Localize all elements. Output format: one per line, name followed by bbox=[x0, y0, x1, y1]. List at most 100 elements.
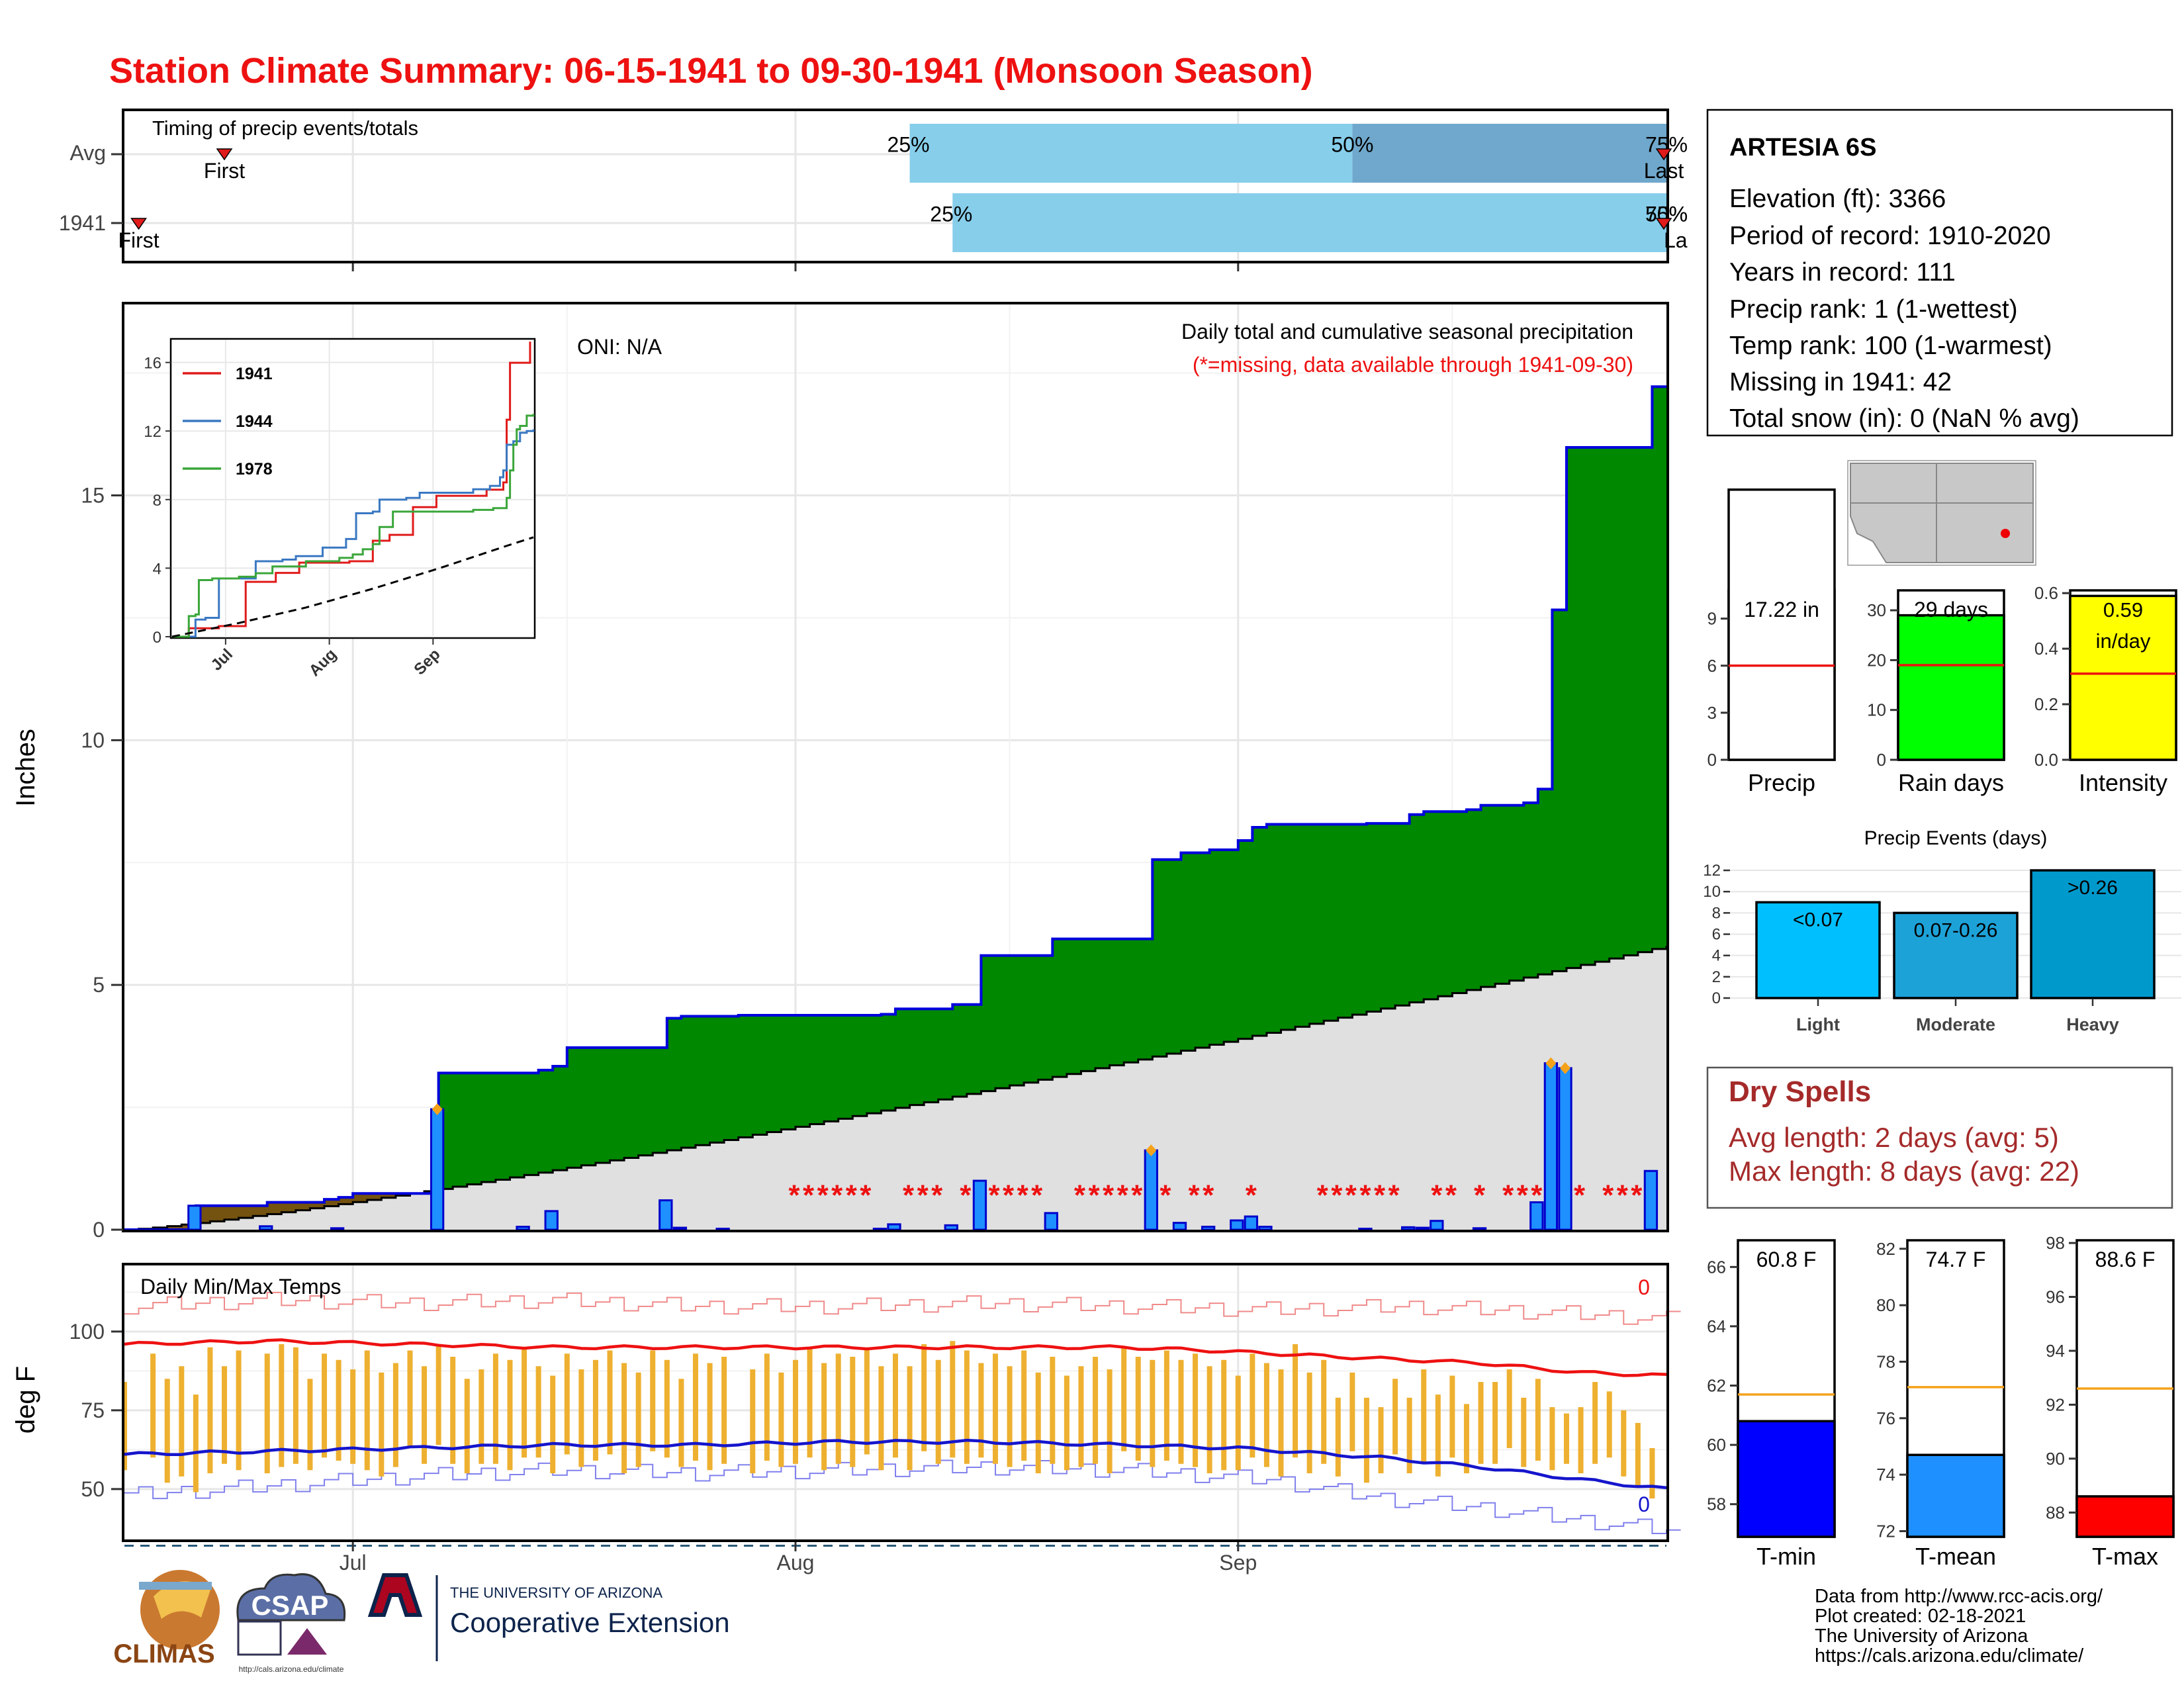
missing-day-marker: * bbox=[1088, 1179, 1100, 1212]
station-line: Elevation (ft): 3366 bbox=[1729, 185, 1946, 213]
events-bar-label: >0.26 bbox=[2068, 877, 2118, 899]
daily-temp-range-bar bbox=[392, 1363, 398, 1467]
page-title: Station Climate Summary: 06-15-1941 to 0… bbox=[109, 51, 1313, 91]
events-y-tick-label: 4 bbox=[1712, 947, 1721, 965]
daily-precip-bar bbox=[430, 1108, 445, 1231]
daily-precip-bar bbox=[1558, 1067, 1572, 1231]
timing-row-label-year: 1941 bbox=[59, 211, 106, 235]
missing-day-marker: * bbox=[817, 1179, 829, 1212]
missing-day-marker: * bbox=[831, 1179, 843, 1212]
metric-title: Rain days bbox=[1898, 769, 2004, 796]
daily-precip-bar bbox=[1415, 1226, 1430, 1231]
daily-temp-range-bar bbox=[750, 1369, 756, 1474]
daily-precip-bar bbox=[1400, 1226, 1416, 1231]
daily-temp-range-bar bbox=[492, 1353, 498, 1464]
metric-tick-label: 64 bbox=[1707, 1316, 1726, 1336]
inset-y-tick-label: 12 bbox=[144, 423, 161, 441]
daily-precip-bar bbox=[1144, 1149, 1159, 1231]
station-line: Years in record: 111 bbox=[1729, 258, 1956, 287]
metric-tick-label: 74 bbox=[1876, 1465, 1895, 1485]
daily-precip-bar bbox=[672, 1226, 688, 1231]
metric-tick-label: 92 bbox=[2046, 1394, 2065, 1414]
daily-precip-bar bbox=[1244, 1215, 1259, 1231]
station-info-box: ARTESIA 6S Elevation (ft): 3366 Period o… bbox=[1706, 109, 2173, 437]
daily-temp-range-bar bbox=[1406, 1397, 1412, 1474]
events-category-label: Light bbox=[1796, 1015, 1840, 1034]
metric-tick-label: 60 bbox=[1707, 1435, 1726, 1455]
missing-day-marker: * bbox=[1617, 1179, 1629, 1212]
daily-temp-range-bar bbox=[507, 1359, 513, 1471]
daily-temp-range-bar bbox=[407, 1350, 413, 1448]
daily-temp-range-bar bbox=[835, 1353, 841, 1464]
credit-line: https://cals.arizona.edu/climate/ bbox=[1815, 1645, 2084, 1667]
university-of-arizona-logo: THE UNIVERSITY OF ARIZONA Cooperative Ex… bbox=[367, 1573, 730, 1661]
metric-tick-label: 0.2 bbox=[2034, 694, 2058, 714]
timing-first-marker bbox=[130, 218, 147, 230]
timing-first-marker bbox=[216, 148, 233, 161]
missing-day-marker: * bbox=[788, 1179, 800, 1212]
timing-bar-25-50 bbox=[909, 124, 1353, 183]
daily-temp-range-bar bbox=[1635, 1422, 1641, 1486]
temp-y-tick-label: 100 bbox=[69, 1320, 105, 1344]
daily-precip-marker bbox=[1559, 1062, 1570, 1074]
daily-temp-range-bar bbox=[1206, 1366, 1212, 1474]
daily-temp-range-bar bbox=[1178, 1359, 1184, 1464]
metric-value-bar bbox=[1727, 488, 1836, 761]
daily-temp-range-bar bbox=[1235, 1375, 1241, 1471]
credit-line: Plot created: 02-18-2021 bbox=[1815, 1606, 2026, 1627]
metric-tick-label: 72 bbox=[1876, 1521, 1895, 1541]
daily-temp-range-bar bbox=[1093, 1357, 1099, 1464]
ua-line-1: THE UNIVERSITY OF ARIZONA bbox=[450, 1584, 662, 1601]
missing-day-marker: * bbox=[1003, 1179, 1015, 1212]
missing-day-marker: * bbox=[1074, 1179, 1086, 1212]
events-bar-label: <0.07 bbox=[1793, 909, 1843, 931]
metric-tick-label: 58 bbox=[1707, 1494, 1726, 1514]
daily-temp-range-bar bbox=[950, 1341, 956, 1458]
missing-day-marker: * bbox=[1017, 1179, 1029, 1212]
daily-temp-range-bar bbox=[264, 1353, 270, 1474]
daily-precip-bar bbox=[1258, 1226, 1273, 1231]
daily-temp-range-bar bbox=[1449, 1375, 1455, 1458]
daily-temp-range-bar bbox=[1578, 1407, 1584, 1474]
missing-day-marker: * bbox=[1374, 1179, 1386, 1212]
metric-tick-label: 88 bbox=[2046, 1502, 2065, 1522]
temp-y-tick-label: 75 bbox=[81, 1398, 105, 1422]
metric-tick-label: 6 bbox=[1707, 656, 1717, 676]
metric-tick-label: 94 bbox=[2046, 1341, 2065, 1361]
station-line: Total snow (in): 0 (NaN % avg) bbox=[1729, 404, 2079, 433]
daily-precip-bar bbox=[715, 1228, 730, 1231]
temp-avg-min-line bbox=[124, 1438, 1667, 1490]
daily-temp-range-bar bbox=[207, 1347, 213, 1474]
inset-legend-label: 1944 bbox=[236, 412, 273, 431]
daily-temp-range-bar bbox=[1306, 1372, 1312, 1474]
daily-temp-range-bar bbox=[707, 1363, 713, 1471]
credit-line: Data from http://www.rcc-acis.org/ bbox=[1815, 1586, 2103, 1607]
timing-bar-50-75 bbox=[1352, 124, 1666, 183]
station-line: Period of record: 1910-2020 bbox=[1729, 222, 2051, 250]
daily-precip-bar bbox=[659, 1199, 673, 1231]
daily-temp-range-bar bbox=[664, 1359, 670, 1458]
dry-spells-avg: Avg length: 2 days (avg: 5) bbox=[1729, 1122, 2059, 1153]
events-y-tick-label: 6 bbox=[1712, 926, 1721, 944]
csap-url: http://cals.arizona.edu/climate bbox=[239, 1665, 344, 1674]
location-map bbox=[1847, 460, 2036, 566]
metric-panel-t-max: 88 90 92 94 96 98 88.6 F T-max bbox=[2046, 1233, 2175, 1570]
inset-series-1944 bbox=[172, 429, 535, 638]
timing-last-label: Last bbox=[1644, 159, 1684, 183]
daily-precip-bar bbox=[259, 1225, 273, 1231]
daily-precip-bar bbox=[872, 1228, 887, 1231]
daily-temp-range-bar bbox=[935, 1359, 941, 1464]
daily-temp-range-bar bbox=[307, 1379, 313, 1471]
station-location-dot bbox=[2001, 529, 2010, 538]
timing-q25-label: 25% bbox=[887, 133, 930, 157]
metric-panel-precip: 0 3 6 9 17.22 in Precip bbox=[1707, 488, 1836, 796]
metric-tick-label: 30 bbox=[1867, 600, 1886, 620]
daily-temp-range-bar bbox=[1606, 1391, 1612, 1458]
inset-legend-label: 1978 bbox=[236, 460, 273, 479]
missing-day-marker: * bbox=[1631, 1179, 1643, 1212]
metric-tick-label: 62 bbox=[1707, 1376, 1726, 1396]
inset-y-tick-label: 8 bbox=[153, 492, 161, 510]
metric-panel-t-mean: 72 74 76 78 80 82 74.7 F T-mean bbox=[1876, 1239, 2005, 1570]
